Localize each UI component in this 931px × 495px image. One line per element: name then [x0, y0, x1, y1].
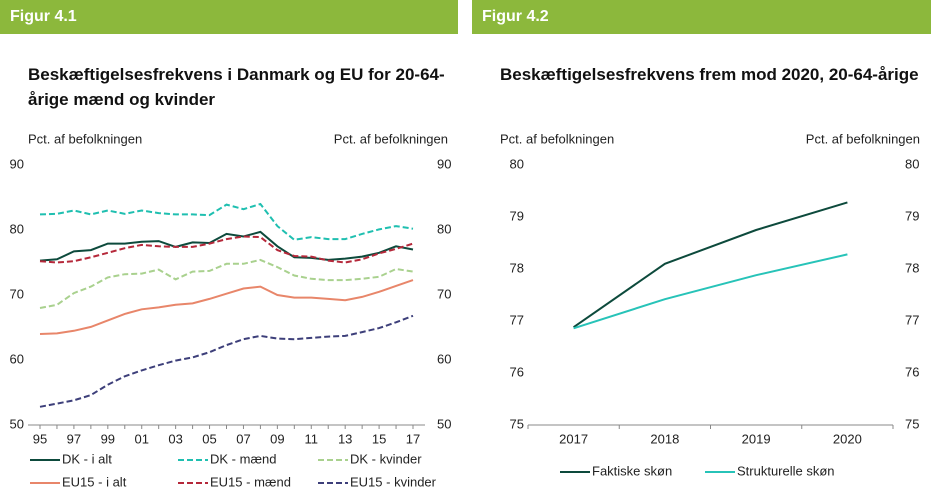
x-tick-label: 09 [270, 431, 284, 446]
y2-tick-label: 77 [905, 312, 919, 327]
x-tick-label: 17 [406, 431, 420, 446]
y-tick-label: 78 [510, 260, 524, 275]
x-tick-label: 15 [372, 431, 386, 446]
y2-tick-label: 78 [905, 260, 919, 275]
legend-label: EU15 - mænd [210, 474, 291, 489]
series-line [39, 258, 414, 309]
legend-label: DK - kvinder [350, 451, 422, 466]
series-line [39, 202, 414, 241]
legend-label: DK - i alt [62, 451, 112, 466]
figure-header: Figur 4.2 [472, 0, 931, 34]
legend-label: EU15 - kvinder [350, 474, 437, 489]
y-axis-label: Pct. af befolkningen [500, 131, 614, 146]
x-tick-label: 13 [338, 431, 352, 446]
y2-tick-label: 80 [905, 156, 919, 171]
y2-tick-label: 76 [905, 364, 919, 379]
series-line [39, 235, 414, 264]
x-tick-label: 2020 [833, 431, 862, 446]
legend-label: DK - mænd [210, 451, 276, 466]
legend-label: Faktiske skøn [592, 463, 672, 478]
y2-tick-label: 80 [437, 221, 451, 236]
legend-label: EU15 - i alt [62, 474, 127, 489]
y-tick-label: 90 [10, 156, 24, 171]
y2-tick-label: 50 [437, 416, 451, 431]
y-tick-label: 60 [10, 351, 24, 366]
series-line [39, 230, 414, 262]
legend-label: Strukturelle skøn [737, 463, 835, 478]
y-tick-label: 76 [510, 364, 524, 379]
y-tick-label: 70 [10, 286, 24, 301]
figure-header: Figur 4.1 [0, 0, 458, 34]
x-tick-label: 2019 [742, 431, 771, 446]
y2-axis-label: Pct. af befolkningen [334, 131, 448, 146]
y2-tick-label: 90 [437, 156, 451, 171]
x-tick-label: 95 [33, 431, 47, 446]
x-tick-label: 97 [67, 431, 81, 446]
x-tick-label: 07 [236, 431, 250, 446]
chart-title: Beskæftigelsesfrekvens frem mod 2020, 20… [500, 65, 919, 84]
series-line [39, 314, 414, 408]
y-tick-label: 80 [510, 156, 524, 171]
x-tick-label: 99 [101, 431, 115, 446]
series-line [573, 201, 848, 329]
x-tick-label: 03 [168, 431, 182, 446]
y-tick-label: 79 [510, 208, 524, 223]
y-tick-label: 50 [10, 416, 24, 431]
x-tick-label: 2018 [650, 431, 679, 446]
x-tick-label: 05 [202, 431, 216, 446]
y-tick-label: 80 [10, 221, 24, 236]
y-axis-label: Pct. af befolkningen [28, 131, 142, 146]
y2-tick-label: 70 [437, 286, 451, 301]
y2-tick-label: 79 [905, 208, 919, 223]
series-line [39, 279, 414, 335]
y2-axis-label: Pct. af befolkningen [806, 131, 920, 146]
x-tick-label: 2017 [559, 431, 588, 446]
x-tick-label: 11 [305, 431, 319, 446]
y-tick-label: 77 [510, 312, 524, 327]
y2-tick-label: 75 [905, 416, 919, 431]
y-tick-label: 75 [510, 416, 524, 431]
x-tick-label: 01 [134, 431, 148, 446]
y2-tick-label: 60 [437, 351, 451, 366]
chart-title: Beskæftigelsesfrekvens i Danmark og EU f… [28, 65, 445, 109]
series-line [573, 253, 848, 330]
